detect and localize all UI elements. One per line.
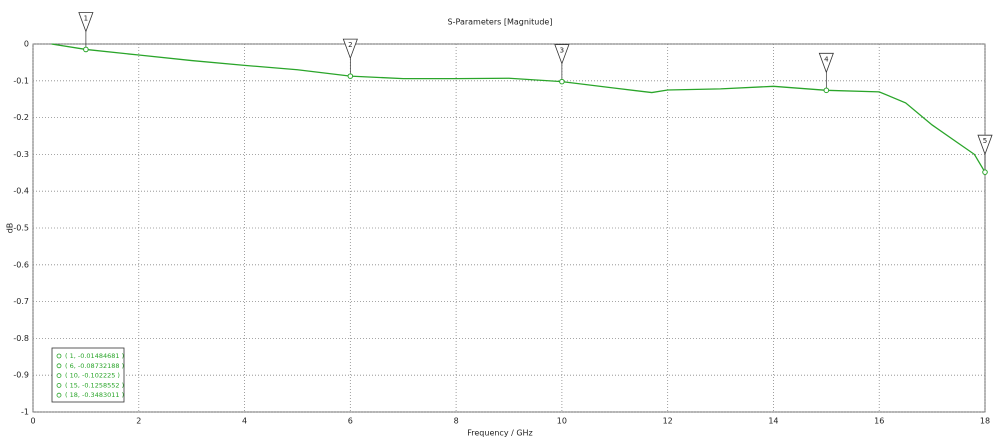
legend-icon — [56, 392, 62, 398]
plot-frame — [32, 43, 986, 413]
data-line — [51, 43, 986, 173]
legend-icon — [56, 353, 62, 359]
y-tick-label: -0.4 — [13, 187, 29, 196]
marker-triangle — [554, 44, 570, 65]
legend-entry: ( 10, -0.102225 ) — [65, 372, 120, 380]
marker-point — [83, 46, 89, 53]
x-tick-label: 4 — [242, 417, 247, 426]
legend-icon — [56, 373, 62, 379]
marker-label: 4 — [824, 55, 829, 63]
marker-label: 1 — [84, 14, 88, 22]
legend-entry: ( 18, -0.3483011 ) — [65, 391, 124, 399]
legend-box — [51, 347, 125, 403]
y-tick-label: -0.6 — [13, 260, 29, 269]
legend-entry: ( 1, -0.01484681 ) — [65, 352, 124, 360]
marker-point — [347, 73, 354, 79]
legend-entry: ( 15, -0.1258552 ) — [65, 381, 124, 389]
x-tick-label: 10 — [557, 417, 567, 426]
x-tick-label: 0 — [30, 417, 35, 426]
y-tick-label: -0.7 — [13, 297, 29, 306]
marker-point — [982, 169, 988, 175]
y-tick-label: -0.2 — [13, 113, 29, 122]
marker-triangle — [342, 38, 358, 60]
marker-label: 3 — [560, 47, 564, 55]
marker-label: 5 — [983, 137, 987, 145]
y-axis-label: dB — [6, 223, 15, 234]
marker-point — [823, 87, 830, 94]
marker-triangle — [977, 134, 993, 156]
y-tick-label: -1 — [21, 408, 29, 417]
x-tick-label: 14 — [768, 417, 778, 426]
y-tick-label: -0.8 — [13, 334, 29, 343]
marker-triangle — [78, 12, 94, 33]
y-tick-label: -0.3 — [13, 150, 29, 159]
legend-entry: ( 6, -0.08732188 ) — [65, 362, 124, 370]
marker-label: 2 — [348, 41, 352, 49]
x-axis-label: Frequency / GHz — [467, 429, 533, 438]
legend-icon — [56, 363, 62, 369]
x-tick-label: 18 — [980, 417, 990, 426]
y-tick-label: -0.5 — [13, 224, 29, 233]
y-tick-label: -0.1 — [13, 76, 29, 85]
x-tick-label: 2 — [136, 417, 141, 426]
y-tick-label: -0.9 — [13, 371, 29, 380]
marker-point — [559, 78, 565, 85]
legend-icon — [56, 382, 62, 388]
marker-triangle — [818, 52, 834, 74]
x-tick-label: 16 — [874, 417, 884, 426]
x-tick-label: 12 — [663, 417, 673, 426]
x-tick-label: 8 — [454, 417, 459, 426]
y-tick-label: 0 — [24, 40, 29, 49]
chart-title: S-Parameters [Magnitude] — [448, 18, 553, 27]
x-tick-label: 6 — [348, 417, 353, 426]
